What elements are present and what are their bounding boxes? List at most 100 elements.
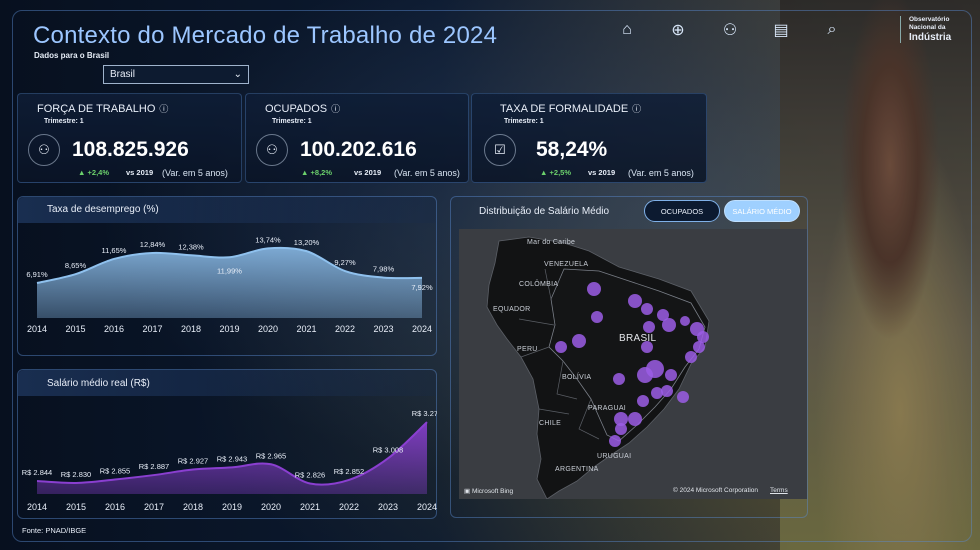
toggle-ocupados-button[interactable]: OCUPADOS bbox=[644, 200, 720, 222]
unemployment-chart: 6,91% 2014 8,65% 2015 11,65% 2016 12,84% 2017 12… bbox=[26, 235, 433, 334]
logo-line: Nacional da bbox=[909, 24, 946, 31]
map-bubble bbox=[693, 341, 705, 353]
map-bubble bbox=[591, 311, 603, 323]
map-canvas bbox=[486, 236, 710, 499]
map-bubble bbox=[641, 303, 653, 315]
kpi-value: 108.825.926 bbox=[72, 138, 189, 161]
page-subtitle: Dados para o Brasil bbox=[34, 51, 110, 60]
unemployment-panel bbox=[17, 196, 437, 356]
data-label: 13,20% bbox=[294, 238, 320, 247]
map-label: BRASIL bbox=[619, 333, 657, 344]
x-tick-label: 2021 bbox=[296, 324, 316, 334]
info-icon[interactable]: ⓘ bbox=[159, 104, 169, 114]
x-tick-label: 2015 bbox=[66, 502, 86, 512]
country-borders bbox=[518, 268, 600, 440]
kpi-var: (Var. em 5 anos) bbox=[628, 168, 694, 178]
kpi-vs: vs 2019 bbox=[126, 168, 154, 177]
x-tick-label: 2018 bbox=[183, 502, 203, 512]
kpi-delta-text: +2,5% bbox=[549, 168, 571, 177]
data-label: R$ 2.927 bbox=[178, 457, 208, 466]
observatorio-logo: Observatório Nacional da Indústria bbox=[900, 16, 951, 43]
kpi-value: 100.202.616 bbox=[300, 138, 417, 161]
map-bubble bbox=[587, 282, 601, 296]
series-line bbox=[36, 421, 428, 486]
kpi-delta: ▲ +8,2% bbox=[301, 168, 332, 177]
map-copyright: © 2024 Microsoft Corporation bbox=[673, 487, 758, 494]
data-label: R$ 3.270 bbox=[412, 409, 437, 418]
search-icon[interactable]: ⌕ bbox=[827, 21, 837, 38]
x-tick-label: 2020 bbox=[261, 502, 281, 512]
x-tick-label: 2019 bbox=[219, 324, 239, 334]
map-bubble bbox=[555, 341, 567, 353]
map-title: Distribuição de Salário Médio bbox=[479, 206, 610, 217]
data-label: R$ 2.943 bbox=[217, 454, 247, 463]
report-icon[interactable]: ▤ bbox=[773, 22, 789, 39]
map-bubble bbox=[572, 334, 586, 348]
page-title: Contexto do Mercado de Trabalho de 2024 bbox=[33, 22, 498, 49]
kpi-var: (Var. em 5 anos) bbox=[162, 168, 228, 178]
info-icon[interactable]: ⓘ bbox=[331, 104, 341, 114]
kpi-delta-text: +2,4% bbox=[87, 168, 109, 177]
data-label: 6,91% bbox=[26, 270, 48, 279]
data-label: 9,27% bbox=[334, 258, 356, 267]
map-panel bbox=[450, 196, 808, 518]
kpi-title: TAXA DE FORMALIDADE ⓘ bbox=[500, 102, 641, 115]
x-tick-label: 2021 bbox=[300, 502, 320, 512]
x-tick-label: 2023 bbox=[378, 502, 398, 512]
arrow-up-icon: ▲ bbox=[540, 168, 550, 177]
info-icon[interactable]: ⓘ bbox=[632, 104, 642, 114]
bing-icon: ▣ bbox=[464, 488, 472, 495]
data-label: 11,99% bbox=[217, 266, 242, 275]
home-icon[interactable]: ⌂ bbox=[622, 21, 632, 38]
map-bubble bbox=[657, 309, 669, 321]
data-label: 7,92% bbox=[411, 283, 433, 292]
map-label: PERU bbox=[517, 346, 538, 353]
data-label: 7,98% bbox=[373, 265, 395, 274]
map-bubble bbox=[662, 318, 676, 332]
data-label: R$ 2.830 bbox=[61, 470, 91, 479]
map-label: COLÔMBIA bbox=[519, 281, 559, 288]
kpi-var: (Var. em 5 anos) bbox=[394, 168, 460, 178]
kpi-value: 58,24% bbox=[536, 138, 608, 161]
x-tick-label: 2016 bbox=[104, 324, 124, 334]
data-label: 8,65% bbox=[65, 261, 87, 270]
x-tick-label: 2014 bbox=[27, 502, 47, 512]
country-select[interactable]: Brasil ⌄ bbox=[103, 65, 249, 84]
arrow-up-icon: ▲ bbox=[78, 168, 88, 177]
kpi-vs: vs 2019 bbox=[588, 168, 616, 177]
map-bubble bbox=[637, 367, 653, 383]
map-label: URUGUAI bbox=[597, 453, 632, 460]
map-bubble bbox=[677, 391, 689, 403]
data-label: R$ 3.008 bbox=[373, 445, 403, 454]
kpi-delta: ▲ +2,5% bbox=[540, 168, 571, 177]
x-tick-label: 2017 bbox=[142, 324, 162, 334]
salary-map[interactable]: Mar do Caribe VENEZUELA COLÔMBIA EQUADOR… bbox=[459, 229, 807, 499]
map-label: VENEZUELA bbox=[544, 261, 589, 268]
bing-logo: ▣ Microsoft Bing bbox=[464, 487, 513, 495]
salary-chart: R$ 2.844 2014 R$ 2.830 2015 R$ 2.855 2016 R$ 2… bbox=[22, 409, 437, 512]
kpi-title: OCUPADOS ⓘ bbox=[265, 102, 340, 115]
map-bubble bbox=[685, 351, 697, 363]
kpi-quarter: Trimestre: 1 bbox=[44, 118, 84, 125]
globe-icon[interactable]: ⊕ bbox=[671, 22, 685, 39]
map-bubble bbox=[651, 387, 663, 399]
bing-text: Microsoft Bing bbox=[471, 488, 514, 495]
map-label: BOLÍVIA bbox=[562, 374, 592, 381]
map-label: PARAGUAI bbox=[588, 405, 627, 412]
map-bubble bbox=[661, 385, 673, 397]
people-icon[interactable]: ⚇ bbox=[722, 22, 738, 39]
data-label: 13,74% bbox=[255, 235, 281, 244]
x-tick-label: 2023 bbox=[373, 324, 393, 334]
source-note: Fonte: PNAD/IBGE bbox=[22, 526, 87, 535]
x-tick-label: 2022 bbox=[339, 502, 359, 512]
chevron-down-icon: ⌄ bbox=[233, 69, 242, 80]
toggle-salario-button[interactable]: SALÁRIO MÉDIO bbox=[724, 200, 800, 222]
kpi-quarter: Trimestre: 1 bbox=[504, 118, 544, 125]
area-fill bbox=[37, 422, 427, 494]
map-bubble bbox=[615, 423, 627, 435]
map-terms-link[interactable]: Terms bbox=[770, 487, 788, 494]
data-label: R$ 2.826 bbox=[295, 470, 325, 479]
data-label: R$ 2.887 bbox=[139, 462, 169, 471]
map-bubble bbox=[628, 412, 642, 426]
